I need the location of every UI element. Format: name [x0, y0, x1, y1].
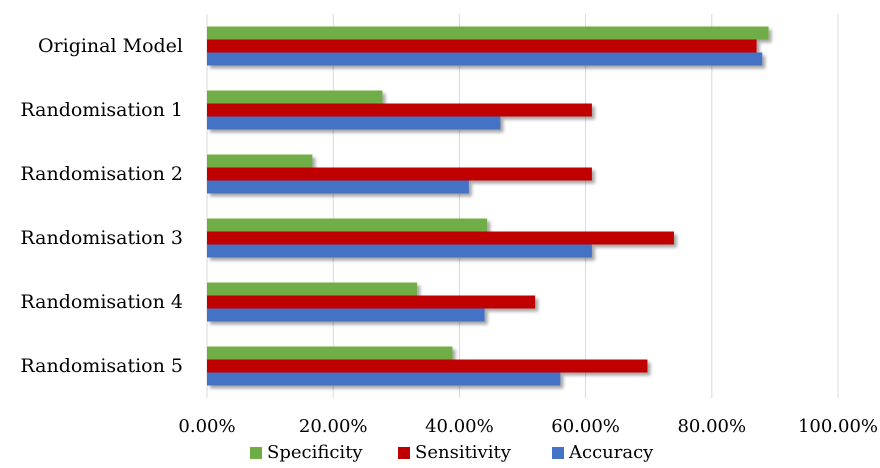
legend-label-accuracy: Accuracy [568, 442, 654, 463]
bar-randomisation-1-specificity [207, 90, 383, 104]
legend: Specificity Sensitivity Accuracy [250, 442, 654, 463]
legend-label-specificity: Specificity [267, 442, 363, 463]
bar-original-model-specificity [207, 26, 769, 40]
bar-randomisation-5-specificity [207, 346, 453, 360]
bar-randomisation-4-accuracy [207, 308, 485, 322]
category-label: Randomisation 2 [20, 163, 183, 185]
legend-swatch-accuracy [552, 447, 564, 459]
legend-swatch-sensitivity [398, 447, 410, 459]
bar-randomisation-1-accuracy [207, 116, 501, 130]
category-label: Randomisation 5 [20, 355, 183, 377]
bar-randomisation-4-sensitivity [207, 295, 536, 309]
category-label: Original Model [38, 35, 183, 57]
gridlines [206, 14, 839, 398]
x-tick-label: 40.00% [425, 416, 494, 437]
bar-randomisation-2-sensitivity [207, 167, 592, 181]
x-tick-label: 60.00% [551, 416, 620, 437]
x-tick-label: 0.00% [178, 416, 235, 437]
bar-randomisation-4-specificity [207, 282, 418, 296]
x-tick-label: 100.00% [798, 416, 878, 437]
bar-randomisation-3-accuracy [207, 244, 592, 258]
bar-randomisation-1-sensitivity [207, 103, 592, 117]
bar-randomisation-5-sensitivity [207, 359, 648, 373]
legend-swatch-specificity [250, 447, 262, 459]
bar-randomisation-5-accuracy [207, 372, 561, 386]
x-tick-label: 80.00% [677, 416, 746, 437]
bar-original-model-sensitivity [207, 39, 757, 53]
legend-label-sensitivity: Sensitivity [415, 442, 512, 463]
category-label: Randomisation 1 [20, 99, 183, 121]
x-axis-tick-labels: 0.00% 20.00% 40.00% 60.00% 80.00% 100.00% [178, 416, 878, 437]
bar-randomisation-2-accuracy [207, 180, 469, 194]
category-label: Randomisation 4 [20, 291, 183, 313]
x-tick-label: 20.00% [299, 416, 368, 437]
category-labels: Original Model Randomisation 1 Randomisati… [20, 35, 183, 377]
bar-randomisation-3-sensitivity [207, 231, 674, 245]
bar-original-model-accuracy [207, 52, 763, 66]
bar-randomisation-2-specificity [207, 154, 313, 168]
category-label: Randomisation 3 [20, 227, 183, 249]
bars [207, 26, 769, 386]
bar-randomisation-3-specificity [207, 218, 488, 232]
